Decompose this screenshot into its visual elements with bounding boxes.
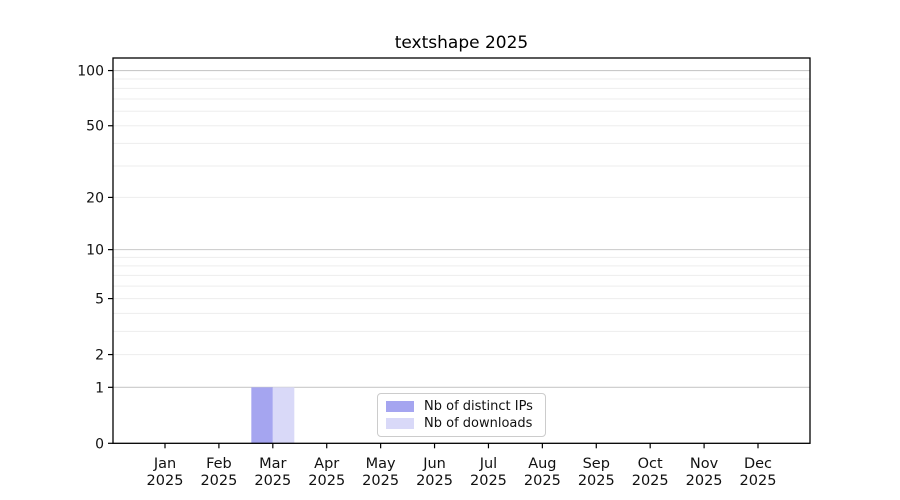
y-tick-label: 20 (86, 190, 104, 206)
legend-item: Nb of distinct IPs (386, 399, 545, 414)
x-tick-label-month: Dec (744, 456, 772, 472)
chart-title: textshape 2025 (394, 33, 529, 53)
x-tick-label-year: 2025 (632, 473, 669, 489)
legend-item: Nb of downloads (386, 416, 545, 431)
x-tick-label-year: 2025 (470, 473, 507, 489)
bar-nb-of-distinct-ips (251, 387, 273, 444)
legend-swatch (386, 400, 414, 412)
x-tick-label-year: 2025 (578, 473, 615, 489)
y-tick-label: 5 (95, 292, 104, 308)
x-tick-label-year: 2025 (416, 473, 453, 489)
x-tick-label-month: May (366, 456, 396, 472)
y-tick-label: 10 (86, 243, 104, 259)
x-tick-label-year: 2025 (254, 473, 291, 489)
x-tick-label-year: 2025 (200, 473, 237, 489)
x-tick-label-month: Jul (479, 456, 498, 472)
y-tick-label: 50 (86, 119, 104, 135)
x-tick-label-month: Sep (583, 456, 610, 472)
plot-frame (112, 57, 811, 444)
x-tick-label-month: Oct (638, 456, 663, 472)
x-tick-label-year: 2025 (147, 473, 184, 489)
x-tick-label-month: Aug (528, 456, 556, 472)
x-tick-label-year: 2025 (740, 473, 777, 489)
y-tick-label: 100 (77, 64, 104, 80)
x-tick-label-month: Nov (690, 456, 719, 472)
x-tick-label-year: 2025 (524, 473, 561, 489)
x-tick-label-year: 2025 (308, 473, 345, 489)
x-tick-label-year: 2025 (362, 473, 399, 489)
y-tick-label: 0 (95, 436, 104, 452)
y-tick-label: 1 (95, 380, 104, 396)
legend-label: Nb of distinct IPs (424, 398, 533, 414)
x-tick-label-month: Apr (314, 456, 339, 472)
y-tick-label: 2 (95, 348, 104, 364)
x-tick-label-month: Jun (422, 456, 446, 472)
x-tick-label-month: Feb (206, 456, 232, 472)
bar-nb-of-downloads (272, 387, 295, 444)
x-tick-label-month: Jan (153, 456, 176, 472)
legend: Nb of distinct IPs Nb of downloads (377, 393, 546, 437)
legend-label: Nb of downloads (424, 416, 533, 432)
x-tick-label-month: Mar (259, 456, 286, 472)
x-tick-label-year: 2025 (686, 473, 723, 489)
legend-swatch (386, 418, 414, 430)
